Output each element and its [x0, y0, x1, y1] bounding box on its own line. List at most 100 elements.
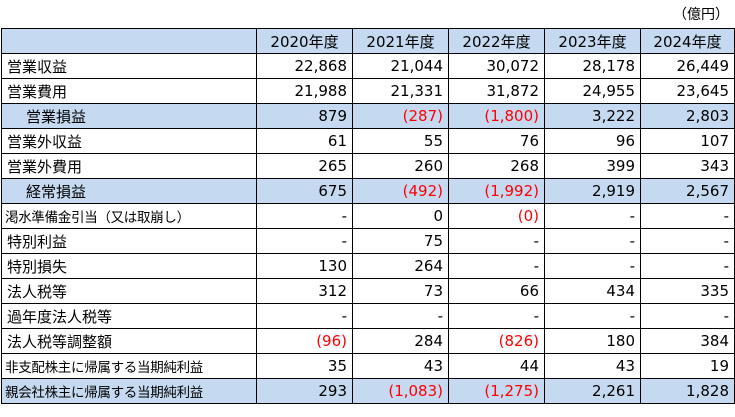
value-cell: 73	[352, 278, 449, 304]
header-year: 2024年度	[640, 28, 735, 54]
header-row: 2020年度 2021年度 2022年度 2023年度 2024年度	[1, 28, 735, 54]
row-label: 経常損益	[1, 178, 257, 204]
value-cell: (826)	[448, 328, 545, 354]
value-cell: 335	[640, 278, 735, 304]
value-cell: 1,828	[640, 378, 735, 404]
table-row: 経常損益 675 (492) (1,992) 2,919 2,567	[1, 178, 735, 204]
value-cell: 312	[256, 278, 353, 304]
value-cell: 21,331	[352, 78, 449, 104]
table-row: 渇水準備金引当（又は取崩し） -0 (0) - -	[1, 203, 735, 229]
value-cell: -	[256, 228, 353, 254]
value-cell: (1,992)	[448, 178, 545, 204]
value-cell: -	[640, 253, 735, 279]
value-cell: 66	[448, 278, 545, 304]
value-cell: 24,955	[544, 78, 641, 104]
row-label: 営業損益	[1, 103, 257, 129]
value-cell: 21,044	[352, 53, 449, 79]
row-label: 法人税等	[1, 278, 257, 304]
value-cell: 31,872	[448, 78, 545, 104]
value-cell: (1,275)	[448, 378, 545, 404]
row-label: 法人税等調整額	[1, 328, 257, 354]
value-cell: -	[544, 253, 641, 279]
table-row: 法人税等 312 73 66 434 335	[1, 278, 735, 304]
value-cell: -	[448, 253, 545, 279]
value-cell: 130	[256, 253, 353, 279]
value-cell: -	[448, 303, 545, 329]
value-cell: -	[640, 228, 735, 254]
value-cell: 2,919	[544, 178, 641, 204]
value-cell: 293	[256, 378, 353, 404]
value-cell: (492)	[352, 178, 449, 204]
value-cell: 61	[256, 128, 353, 154]
value-cell: 43	[544, 353, 641, 379]
table-row: 親会社株主に帰属する当期純利益 293 (1,083) (1,275) 2,261 1,8…	[1, 378, 735, 404]
table-row: 特別損失 130 264- - -	[1, 253, 735, 279]
value-cell: 44	[448, 353, 545, 379]
row-label: 過年度法人税等	[1, 303, 257, 329]
value-cell: 96	[544, 128, 641, 154]
value-cell: (96)	[256, 328, 353, 354]
row-label: 親会社株主に帰属する当期純利益	[1, 378, 257, 404]
value-cell: 265	[256, 153, 353, 179]
value-cell: 675	[256, 178, 353, 204]
value-cell: 30,072	[448, 53, 545, 79]
value-cell: 879	[256, 103, 353, 129]
value-cell: 384	[640, 328, 735, 354]
value-cell: (0)	[448, 203, 545, 229]
value-cell: 75	[352, 228, 449, 254]
table-row: 営業損益 879 (287) (1,800) 3,222 2,803	[1, 103, 735, 129]
value-cell: -	[256, 303, 353, 329]
unit-label: （億円）	[673, 7, 729, 23]
value-cell: 399	[544, 153, 641, 179]
value-cell: 35	[256, 353, 353, 379]
header-year: 2020年度	[256, 28, 353, 54]
value-cell: -	[640, 203, 735, 229]
value-cell: 180	[544, 328, 641, 354]
table-row: 特別利益 -75- - -	[1, 228, 735, 254]
value-cell: 55	[352, 128, 449, 154]
value-cell: 343	[640, 153, 735, 179]
table-row: 営業収益 22,868 21,044 30,072 28,178 26,449	[1, 53, 735, 79]
value-cell: 284	[352, 328, 449, 354]
row-label: 営業外費用	[1, 153, 257, 179]
value-cell: 260	[352, 153, 449, 179]
value-cell: 268	[448, 153, 545, 179]
value-cell: 0	[352, 203, 449, 229]
table-row: 過年度法人税等 - - - - -	[1, 303, 735, 329]
row-label: 営業外収益	[1, 128, 257, 154]
value-cell: 23,645	[640, 78, 735, 104]
value-cell: (1,083)	[352, 378, 449, 404]
value-cell: 2,803	[640, 103, 735, 129]
value-cell: 26,449	[640, 53, 735, 79]
value-cell: 434	[544, 278, 641, 304]
value-cell: 19	[640, 353, 735, 379]
value-cell: -	[448, 228, 545, 254]
header-year: 2023年度	[544, 28, 641, 54]
value-cell: 21,988	[256, 78, 353, 104]
value-cell: 3,222	[544, 103, 641, 129]
table-row: 営業外収益 61 55 76 96 107	[1, 128, 735, 154]
value-cell: 28,178	[544, 53, 641, 79]
value-cell: (287)	[352, 103, 449, 129]
row-label: 渇水準備金引当（又は取崩し）	[1, 203, 257, 229]
value-cell: 43	[352, 353, 449, 379]
table-row: 法人税等調整額 (96) 284 (826) 180 384	[1, 328, 735, 354]
value-cell: -	[256, 203, 353, 229]
value-cell: 22,868	[256, 53, 353, 79]
header-year: 2021年度	[352, 28, 449, 54]
table-row: 非支配株主に帰属する当期純利益 35 43 44 43 19	[1, 353, 735, 379]
header-year: 2022年度	[448, 28, 545, 54]
row-label: 特別損失	[1, 253, 257, 279]
table-row: 営業外費用 265 260 268 399 343	[1, 153, 735, 179]
financial-table: 2020年度 2021年度 2022年度 2023年度 2024年度 営業収益 2…	[1, 28, 735, 404]
row-label: 特別利益	[1, 228, 257, 254]
value-cell: 2,261	[544, 378, 641, 404]
value-cell: 2,567	[640, 178, 735, 204]
value-cell: -	[352, 303, 449, 329]
value-cell: 107	[640, 128, 735, 154]
row-label: 営業収益	[1, 53, 257, 79]
table-row: 営業費用 21,988 21,331 31,872 24,955 23,645	[1, 78, 735, 104]
row-label: 非支配株主に帰属する当期純利益	[1, 353, 257, 379]
value-cell: 264	[352, 253, 449, 279]
value-cell: 76	[448, 128, 545, 154]
